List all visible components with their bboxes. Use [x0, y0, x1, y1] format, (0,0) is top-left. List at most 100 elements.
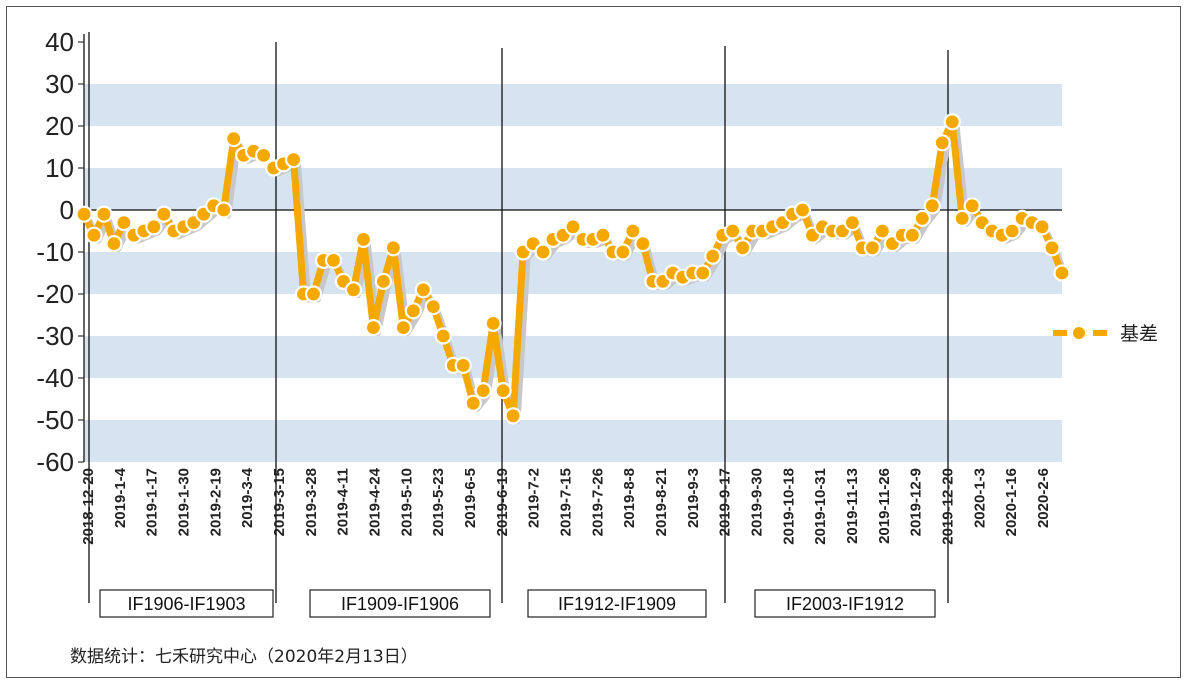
- x-tick-label: 2019-1-17: [144, 468, 161, 536]
- data-point: [534, 243, 552, 261]
- y-tick-label: -20: [36, 279, 74, 309]
- x-tick-label: 2019-9-30: [749, 468, 766, 536]
- y-tick-label: -30: [36, 321, 74, 351]
- y-tick-label: -40: [36, 363, 74, 393]
- band-1: [84, 168, 1062, 210]
- data-point: [95, 205, 113, 223]
- x-tick-label: 2019-5-23: [430, 468, 447, 536]
- period-label: IF1906-IF1903: [127, 594, 245, 614]
- x-tick-label: 2019-5-10: [398, 468, 415, 536]
- data-point: [394, 319, 412, 337]
- data-point: [225, 130, 243, 148]
- x-tick-label: 2019-8-21: [653, 468, 670, 536]
- x-tick-label: 2019-10-31: [812, 468, 829, 545]
- x-tick-label: 2019-3-4: [239, 467, 256, 528]
- data-point: [923, 197, 941, 215]
- x-tick-label: 2020-1-16: [1003, 468, 1020, 536]
- x-tick-label: 2019-12-20: [940, 468, 957, 545]
- data-point: [504, 407, 522, 425]
- y-tick-label: -50: [36, 405, 74, 435]
- x-tick-label: 2019-10-18: [780, 468, 797, 545]
- data-point: [404, 302, 422, 320]
- band-0: [84, 84, 1062, 126]
- data-point: [304, 285, 323, 303]
- data-point: [75, 205, 93, 223]
- data-point: [1033, 218, 1051, 236]
- x-tick-label: 2019-1-30: [176, 468, 193, 536]
- x-tick-label: 2019-8-8: [621, 468, 638, 528]
- data-point: [384, 239, 402, 257]
- data-point: [354, 230, 373, 248]
- data-point: [863, 239, 881, 257]
- data-point: [634, 235, 652, 253]
- data-point: [843, 214, 862, 232]
- legend: 基差: [1053, 323, 1158, 345]
- x-tick-label: 2019-9-17: [717, 468, 734, 536]
- data-point: [424, 298, 442, 316]
- data-point: [215, 201, 233, 219]
- data-point: [474, 382, 492, 400]
- x-tick-label: 2019-7-2: [526, 468, 543, 528]
- data-point: [105, 235, 123, 253]
- band-4: [84, 420, 1062, 462]
- data-point: [155, 205, 173, 223]
- x-tick-label: 2019-3-15: [271, 468, 288, 536]
- x-tick-label: 2019-2-19: [207, 468, 224, 536]
- data-point: [953, 209, 971, 227]
- y-tick-label: -60: [36, 447, 74, 477]
- y-tick-label: -10: [36, 237, 74, 267]
- x-tick-label: 2019-6-19: [494, 468, 511, 536]
- data-point: [594, 226, 612, 244]
- x-tick-label: 2019-11-13: [844, 468, 861, 544]
- data-point: [494, 382, 512, 400]
- data-point: [704, 247, 722, 265]
- y-tick-label: 10: [45, 153, 74, 183]
- data-point: [564, 218, 582, 236]
- y-axis-ticks: 40 30 20 10 0 -10 -20 -30 -40 -50 -60: [36, 27, 84, 477]
- data-point: [793, 201, 812, 219]
- x-tick-label: 2019-12-9: [908, 468, 925, 536]
- data-point: [873, 222, 891, 240]
- band-2: [84, 252, 1062, 294]
- data-point: [414, 281, 432, 299]
- data-point: [374, 272, 392, 290]
- period-label-box: [99, 589, 274, 618]
- data-point: [724, 222, 742, 240]
- x-tick-label: 2019-4-24: [367, 467, 384, 536]
- legend-marker: [1071, 325, 1087, 341]
- y-tick-label: 40: [45, 27, 74, 57]
- period-label: IF2003-IF1912: [786, 594, 904, 614]
- data-point: [624, 222, 642, 240]
- x-tick-label: 2020-1-3: [971, 468, 988, 528]
- data-point: [484, 314, 502, 332]
- data-point: [903, 226, 921, 244]
- data-point: [284, 151, 303, 169]
- band-3: [84, 336, 1062, 378]
- data-point: [933, 134, 951, 152]
- data-point: [1003, 222, 1021, 240]
- data-point: [943, 113, 961, 131]
- x-axis-ticks: 2018-12-20 2019-1-4 2019-1-17 2019-1-30 2019…: [80, 467, 1052, 544]
- x-tick-label: 2019-4-11: [335, 468, 352, 536]
- data-point: [324, 251, 343, 269]
- x-tick-label: 2019-1-4: [112, 467, 129, 528]
- data-point: [364, 319, 383, 337]
- data-point: [454, 356, 472, 374]
- series-basis: [75, 113, 1071, 425]
- data-point: [464, 394, 482, 412]
- data-point: [913, 209, 931, 227]
- data-point: [344, 281, 363, 299]
- data-point: [694, 264, 712, 282]
- background-bands: [84, 84, 1062, 462]
- x-tick-label: 2019-11-26: [876, 468, 893, 544]
- data-point: [1043, 239, 1061, 257]
- x-tick-label: 2019-7-15: [558, 468, 575, 536]
- period-label-box: [309, 589, 491, 618]
- legend-label: 基差: [1120, 323, 1158, 345]
- x-tick-label: 2020-2-6: [1035, 468, 1052, 528]
- footer-source: 数据统计：七禾研究中心（2020年2月13日）: [70, 647, 418, 667]
- period-label-box: [754, 589, 936, 618]
- period-labels: IF1906-IF1903 IF1909-IF1906 IF1912-IF1909 I…: [99, 589, 936, 618]
- y-tick-label: 30: [45, 69, 74, 99]
